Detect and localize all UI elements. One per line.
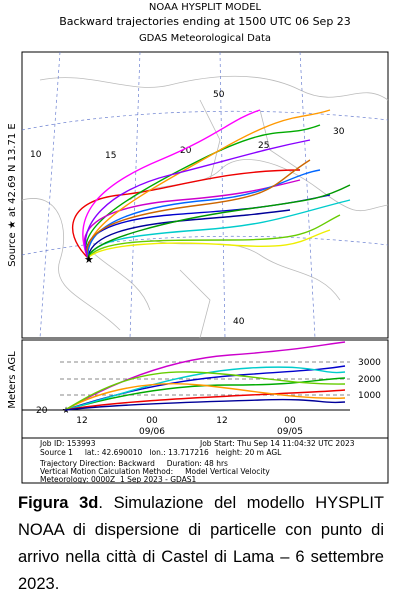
info-line: Trajectory Direction: Backward Duration:… bbox=[39, 459, 228, 468]
height-level: 3000 bbox=[358, 358, 381, 368]
height-start: 20 bbox=[36, 406, 48, 416]
figure: NOAA HYSPLIT MODEL Backward trajectories… bbox=[7, 2, 389, 484]
info-line: Job Start: Thu Sep 14 11:04:32 UTC 2023 bbox=[199, 439, 355, 448]
map-label: 30 bbox=[333, 127, 345, 137]
source-star: ★ bbox=[84, 253, 94, 266]
map-label: 50 bbox=[213, 90, 225, 100]
info-line: Vertical Motion Calculation Method: Mode… bbox=[40, 467, 270, 476]
height-level: 2000 bbox=[358, 375, 381, 385]
info-box bbox=[21, 437, 389, 484]
side-label: Source ★ at 42.69 N 13.71 E bbox=[7, 123, 18, 267]
map-label: 25 bbox=[258, 141, 269, 151]
height-axis-label: Meters AGL bbox=[7, 351, 18, 409]
height-panel bbox=[21, 339, 389, 439]
time-label: 12 bbox=[76, 416, 87, 426]
caption-text: . Simulazione del modello HYSPLIT NOAA d… bbox=[18, 494, 385, 593]
source-star: ★ bbox=[62, 406, 70, 416]
header-source: GDAS Meteorological Data bbox=[139, 33, 271, 44]
height-traces bbox=[64, 341, 346, 411]
height-levels bbox=[60, 361, 350, 396]
caption-label: Figura 3d bbox=[18, 494, 99, 512]
time-label: 12 bbox=[216, 416, 227, 426]
lat-lon-grid bbox=[21, 51, 389, 339]
time-label: 00 bbox=[284, 416, 296, 426]
header-subtitle: Backward trajectories ending at 1500 UTC… bbox=[59, 15, 351, 28]
info-line: Meteorology: 0000Z 1 Sep 2023 - GDAS1 bbox=[40, 475, 197, 484]
info-line: Source 1 lat.: 42.690010 lon.: 13.717216… bbox=[40, 448, 282, 457]
height-level: 1000 bbox=[358, 391, 381, 401]
time-label: 00 bbox=[146, 416, 158, 426]
map-label: 10 bbox=[30, 150, 42, 160]
caption: Figura 3d. Simulazione del modello HYSPL… bbox=[18, 490, 384, 598]
map-label: 20 bbox=[180, 146, 192, 156]
trajectories bbox=[72, 109, 351, 259]
header-title: NOAA HYSPLIT MODEL bbox=[149, 2, 262, 13]
info-line: Job ID: 153993 bbox=[39, 439, 96, 448]
date-label: 09/05 bbox=[277, 427, 303, 437]
map-label: 40 bbox=[233, 317, 245, 327]
date-label: 09/06 bbox=[139, 427, 165, 437]
map-label: 15 bbox=[105, 151, 116, 161]
